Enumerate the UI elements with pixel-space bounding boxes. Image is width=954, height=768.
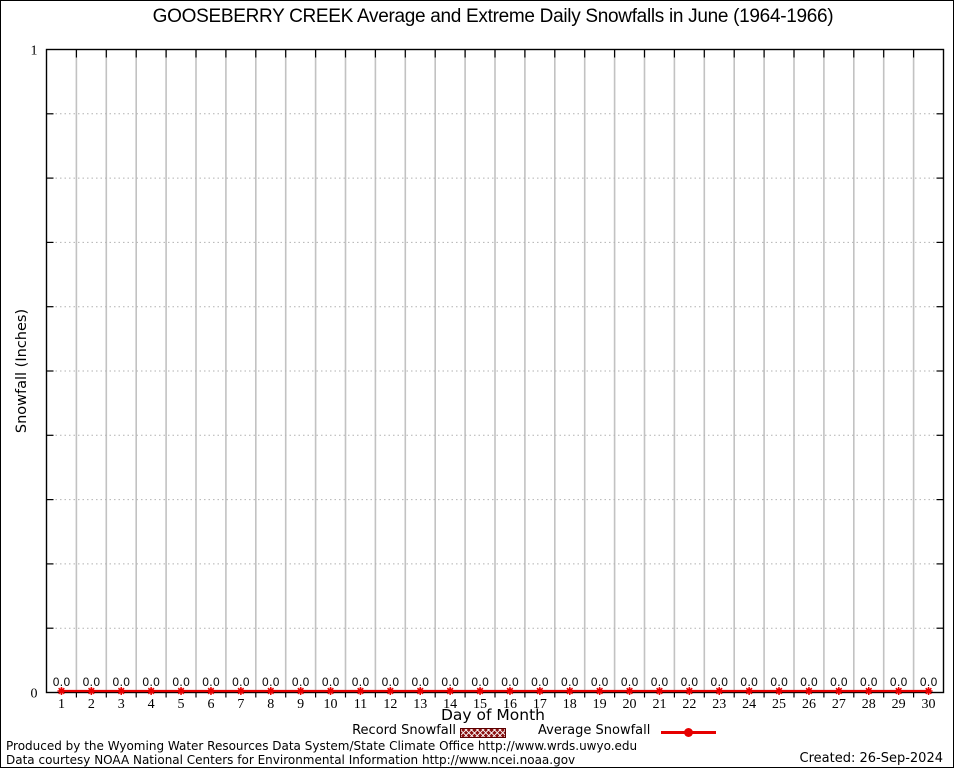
svg-text:12: 12 (383, 697, 397, 712)
svg-text:8: 8 (267, 697, 274, 712)
svg-text:23: 23 (712, 697, 726, 712)
svg-text:20: 20 (623, 697, 637, 712)
x-axis-label: Day of Month (441, 706, 545, 724)
svg-text:17: 17 (533, 697, 547, 712)
svg-text:10: 10 (324, 697, 338, 712)
x-tick-labels: 1 2 3 4 5 6 7 8 9 10 11 12 13 14 15 16 17 18 19 20 21 22 23 24 2… (58, 697, 936, 712)
svg-text:9: 9 (297, 697, 304, 712)
svg-text:0.0: 0.0 (650, 676, 668, 689)
svg-text:21: 21 (652, 697, 666, 712)
svg-text:0.0: 0.0 (680, 676, 698, 689)
svg-text:6: 6 (207, 697, 214, 712)
svg-text:0.0: 0.0 (172, 676, 190, 689)
legend: Record Snowfall Average Snowfall (1, 722, 953, 741)
svg-text:18: 18 (563, 697, 577, 712)
chart-title: GOOSEBERRY CREEK Average and Extreme Dai… (152, 6, 834, 27)
average-snowfall-marker-icon (684, 728, 693, 737)
svg-text:0.0: 0.0 (920, 676, 938, 689)
svg-text:0.0: 0.0 (830, 676, 848, 689)
svg-text:14: 14 (443, 697, 457, 712)
svg-text:7: 7 (237, 697, 244, 712)
point-value-labels: 0.0 0.0 0.0 0.0 0.0 0.0 0.0 0.0 0.0 0.0 0.0 0.0 0.0 0… (52, 676, 937, 689)
y-tick-labels: 01 (31, 44, 38, 702)
svg-text:0.0: 0.0 (351, 676, 369, 689)
svg-text:0.0: 0.0 (441, 676, 459, 689)
svg-text:0.0: 0.0 (112, 676, 130, 689)
svg-text:13: 13 (413, 697, 427, 712)
svg-text:5: 5 (178, 697, 185, 712)
svg-text:0.0: 0.0 (860, 676, 878, 689)
svg-text:0.0: 0.0 (142, 676, 160, 689)
svg-text:0.0: 0.0 (202, 676, 220, 689)
svg-text:0.0: 0.0 (232, 676, 250, 689)
footer-data-courtesy: Data courtesy NOAA National Centers for … (6, 753, 576, 767)
svg-text:0.0: 0.0 (740, 676, 758, 689)
legend-label-record-snowfall: Record Snowfall (352, 723, 456, 738)
svg-text:24: 24 (742, 697, 756, 712)
svg-text:0.0: 0.0 (322, 676, 340, 689)
svg-text:27: 27 (832, 697, 846, 712)
footer-producer: Produced by the Wyoming Water Resources … (6, 739, 638, 753)
average-snowfall-points (57, 687, 933, 695)
svg-text:0.0: 0.0 (800, 676, 818, 689)
svg-text:0.0: 0.0 (591, 676, 609, 689)
svg-text:26: 26 (802, 697, 816, 712)
svg-text:16: 16 (503, 697, 517, 712)
created-date: Created: 26-Sep-2024 (799, 751, 943, 766)
svg-text:0.0: 0.0 (262, 676, 280, 689)
svg-text:4: 4 (148, 697, 155, 712)
legend-label-average-snowfall: Average Snowfall (538, 723, 651, 738)
svg-text:0.0: 0.0 (621, 676, 639, 689)
svg-text:1: 1 (58, 697, 65, 712)
svg-text:0: 0 (31, 687, 38, 702)
svg-text:0.0: 0.0 (82, 676, 100, 689)
svg-text:0.0: 0.0 (531, 676, 549, 689)
svg-text:30: 30 (922, 697, 936, 712)
svg-text:2: 2 (88, 697, 95, 712)
svg-text:15: 15 (473, 697, 487, 712)
gridlines (46, 49, 944, 693)
record-snowfall-swatch (460, 728, 506, 738)
svg-text:0.0: 0.0 (561, 676, 579, 689)
svg-text:0.0: 0.0 (52, 676, 70, 689)
svg-text:0.0: 0.0 (381, 676, 399, 689)
svg-text:25: 25 (772, 697, 786, 712)
average-snowfall-swatch (661, 728, 716, 737)
svg-text:0.0: 0.0 (292, 676, 310, 689)
svg-text:0.0: 0.0 (501, 676, 519, 689)
svg-text:0.0: 0.0 (411, 676, 429, 689)
svg-text:22: 22 (682, 697, 696, 712)
svg-text:19: 19 (593, 697, 607, 712)
svg-text:1: 1 (31, 44, 38, 59)
svg-text:0.0: 0.0 (770, 676, 788, 689)
axis-ticks (46, 49, 944, 698)
svg-text:0.0: 0.0 (710, 676, 728, 689)
svg-text:3: 3 (118, 697, 125, 712)
svg-text:0.0: 0.0 (890, 676, 908, 689)
svg-text:11: 11 (354, 697, 367, 712)
svg-text:28: 28 (862, 697, 876, 712)
svg-text:29: 29 (892, 697, 906, 712)
svg-text:0.0: 0.0 (471, 676, 489, 689)
